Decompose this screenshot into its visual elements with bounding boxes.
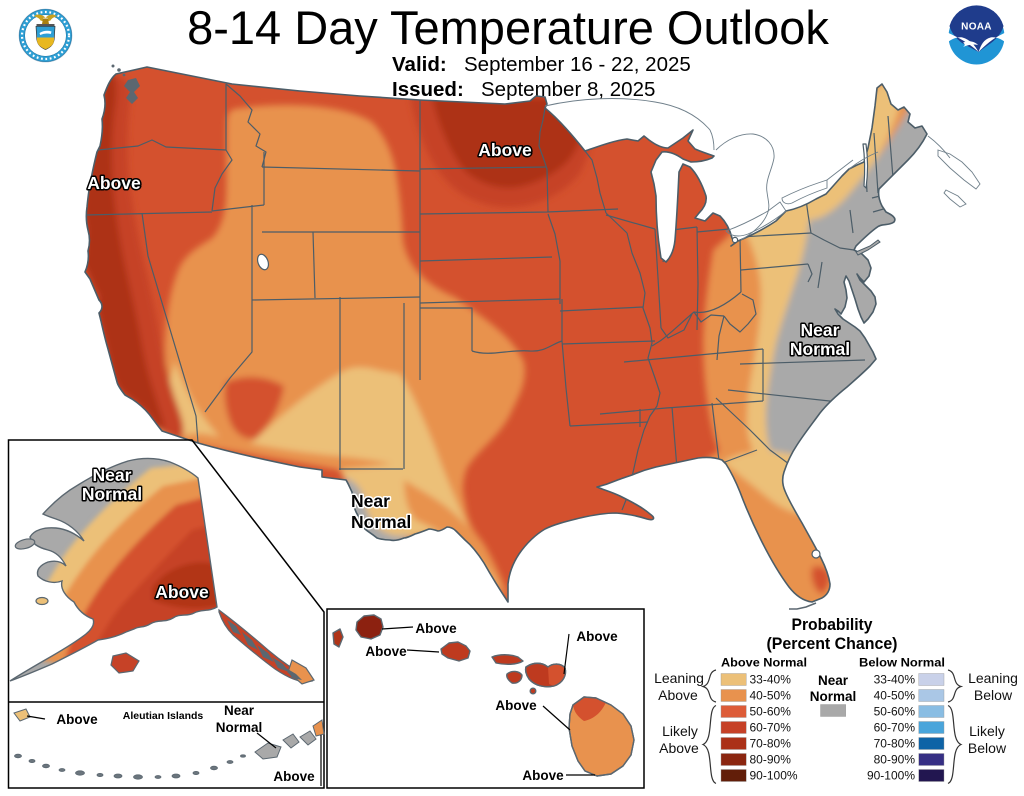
svg-text:33-40%: 33-40% <box>750 672 792 686</box>
svg-text:70-80%: 70-80% <box>750 736 792 750</box>
svg-text:(Percent Chance): (Percent Chance) <box>767 635 898 653</box>
svg-text:70-80%: 70-80% <box>874 736 916 750</box>
svg-text:60-70%: 60-70% <box>874 720 916 734</box>
svg-text:8-14 Day Temperature Outlook: 8-14 Day Temperature Outlook <box>187 1 829 54</box>
svg-text:Issued:: Issued: <box>392 78 464 101</box>
svg-text:Normal: Normal <box>790 339 850 359</box>
svg-text:Probability: Probability <box>792 616 874 634</box>
svg-text:33-40%: 33-40% <box>874 672 916 686</box>
svg-text:September 16 - 22, 2025: September 16 - 22, 2025 <box>464 53 691 76</box>
svg-text:Leaning: Leaning <box>968 670 1018 686</box>
svg-text:Aleutian Islands: Aleutian Islands <box>123 710 204 722</box>
svg-text:Near: Near <box>818 673 849 688</box>
svg-text:Valid:: Valid: <box>392 53 447 76</box>
svg-text:Above: Above <box>495 698 537 713</box>
svg-text:NOAA: NOAA <box>961 22 992 33</box>
svg-text:Above: Above <box>522 768 564 783</box>
svg-text:Below Normal: Below Normal <box>859 656 945 670</box>
svg-text:Near: Near <box>351 491 390 511</box>
svg-text:Below: Below <box>974 687 1013 703</box>
svg-text:Likely: Likely <box>969 723 1005 739</box>
svg-text:Above Normal: Above Normal <box>721 656 807 670</box>
svg-text:Normal: Normal <box>351 512 411 532</box>
svg-text:Near: Near <box>801 320 840 340</box>
svg-text:September 8, 2025: September 8, 2025 <box>481 78 655 101</box>
svg-text:Normal: Normal <box>216 720 263 735</box>
svg-text:Leaning: Leaning <box>654 670 704 686</box>
svg-text:Near: Near <box>93 465 132 485</box>
svg-text:90-100%: 90-100% <box>867 768 915 782</box>
svg-text:Normal: Normal <box>82 484 142 504</box>
svg-text:80-90%: 80-90% <box>874 752 916 766</box>
svg-text:Above: Above <box>415 621 457 636</box>
svg-text:50-60%: 50-60% <box>874 704 916 718</box>
svg-text:Above: Above <box>659 740 699 756</box>
svg-text:40-50%: 40-50% <box>750 688 792 702</box>
svg-text:Likely: Likely <box>662 723 698 739</box>
svg-text:50-60%: 50-60% <box>750 704 792 718</box>
svg-text:90-100%: 90-100% <box>750 768 798 782</box>
svg-text:Above: Above <box>273 769 315 784</box>
svg-text:80-90%: 80-90% <box>750 752 792 766</box>
svg-text:40-50%: 40-50% <box>874 688 916 702</box>
svg-text:Above: Above <box>576 629 618 644</box>
svg-text:60-70%: 60-70% <box>750 720 792 734</box>
svg-text:Above: Above <box>478 140 532 160</box>
svg-text:Near: Near <box>224 703 255 718</box>
svg-text:Above: Above <box>56 712 98 727</box>
svg-text:Above: Above <box>658 687 698 703</box>
svg-text:Above: Above <box>87 173 141 193</box>
svg-text:Below: Below <box>968 740 1007 756</box>
svg-text:Above: Above <box>155 582 209 602</box>
svg-text:Above: Above <box>365 644 407 659</box>
svg-text:Normal: Normal <box>810 689 857 704</box>
